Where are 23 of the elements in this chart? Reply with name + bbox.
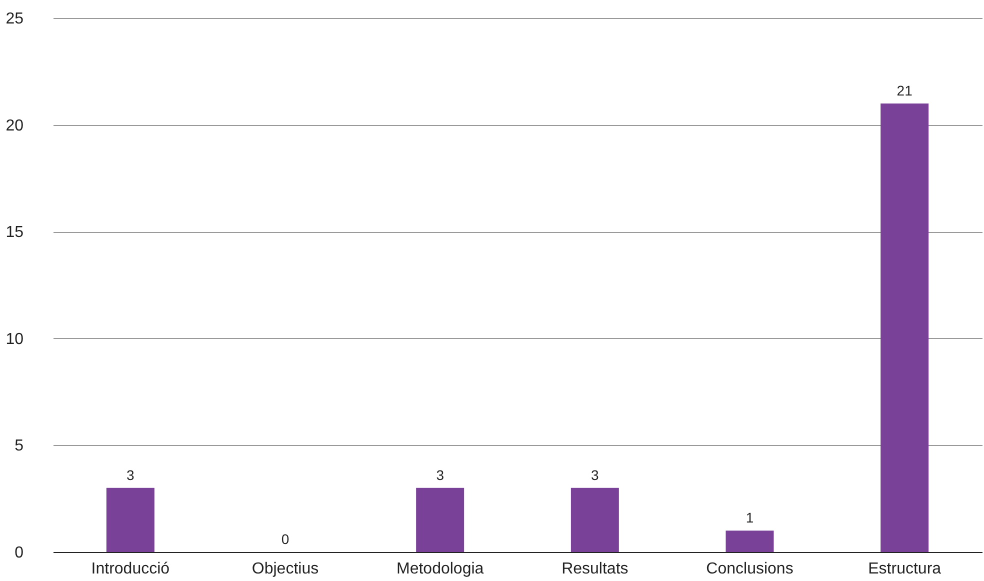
y-tick-label: 10: [6, 330, 24, 348]
x-tick-label: Objectius: [252, 560, 319, 578]
x-tick-label: Conclusions: [706, 560, 794, 578]
data-label: 3: [436, 466, 444, 483]
y-tick-label: 0: [14, 544, 24, 562]
bar: [106, 488, 154, 552]
bar: [726, 530, 774, 552]
data-label: 0: [281, 531, 290, 547]
data-label: 3: [126, 466, 135, 483]
x-tick-label: Resultats: [562, 560, 628, 578]
y-tick-label: 5: [14, 438, 24, 455]
x-tick-label: Estructura: [868, 560, 942, 578]
data-label: 21: [896, 82, 913, 98]
y-tick-label: 25: [6, 10, 24, 28]
bar: [570, 488, 619, 552]
bar: [880, 103, 929, 552]
data-label: 1: [746, 510, 754, 526]
y-tick-label: 15: [6, 224, 24, 242]
x-tick-label: Metodologia: [396, 560, 484, 578]
y-tick-label: 20: [6, 117, 24, 134]
bar: [416, 488, 464, 552]
data-label: 3: [591, 466, 600, 483]
x-tick-label: Introducció: [91, 560, 170, 578]
